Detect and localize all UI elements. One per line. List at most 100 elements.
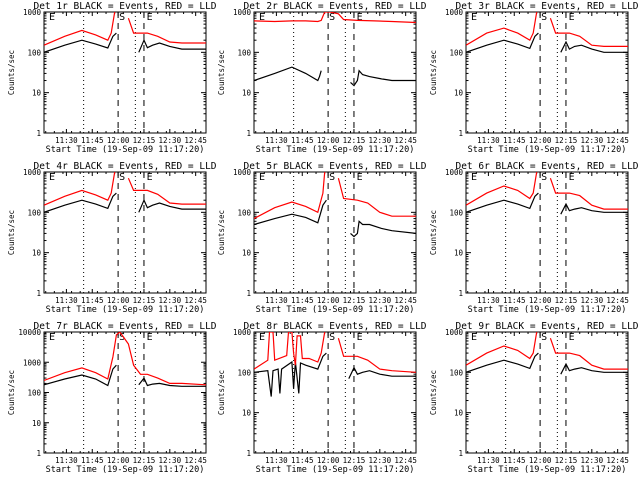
events-series-line (138, 376, 206, 387)
y-tick-label: 100 (449, 368, 463, 377)
x-tick-label: 11:30 (265, 456, 288, 465)
y-tick-label: 10 (32, 249, 42, 258)
x-axis-label: Start Time (19-Sep-09 11:17:20) (256, 145, 415, 155)
panel-title: Det 3r BLACK = Events, RED = LLD (455, 1, 638, 12)
y-axis-label: Counts/sec (429, 210, 438, 255)
y-tick-label: 1 (246, 449, 251, 458)
x-tick-label: 12:15 (133, 136, 156, 145)
x-tick-label: 11:45 (291, 456, 314, 465)
x-tick-label: 11:45 (81, 456, 104, 465)
x-axis-label: Start Time (19-Sep-09 11:17:20) (46, 305, 205, 315)
plot-frame (43, 171, 207, 294)
y-tick-label: 100 (27, 208, 41, 217)
y-axis-label: Counts/sec (7, 370, 16, 415)
x-tick-label: 11:45 (81, 296, 104, 305)
x-tick-label: 12:15 (555, 136, 578, 145)
x-tick-label: 12:45 (606, 296, 629, 305)
x-axis-label: Start Time (19-Sep-09 11:17:20) (468, 145, 627, 155)
y-tick-label: 10 (242, 89, 252, 98)
lld-series-line (337, 338, 416, 373)
y-tick-label: 1000 (233, 168, 252, 177)
x-tick-label: 11:45 (291, 296, 314, 305)
x-tick-label: 12:30 (159, 296, 182, 305)
x-tick-label: 11:30 (55, 296, 78, 305)
x-axis-label: Start Time (19-Sep-09 11:17:20) (256, 305, 415, 315)
marker-letter: E (357, 172, 363, 183)
y-tick-label: 1000 (233, 8, 252, 17)
events-series-line (138, 198, 206, 213)
x-tick-label: 12:00 (529, 136, 552, 145)
plot-frame (465, 171, 629, 294)
plot-frame (253, 331, 417, 454)
x-tick-label: 12:45 (606, 136, 629, 145)
y-axis-label: Counts/sec (7, 50, 16, 95)
x-axis-label: Start Time (19-Sep-09 11:17:20) (46, 145, 205, 155)
y-tick-label: 10000 (18, 328, 41, 337)
panel-title: Det 2r BLACK = Events, RED = LLD (243, 1, 426, 12)
y-tick-label: 1 (36, 449, 41, 458)
plot-frame (253, 11, 417, 134)
events-series-line (560, 202, 628, 215)
panel-9: Det 9r BLACK = Events, RED = LLD 1 10 100 10… (429, 321, 639, 475)
marker-letter: E (471, 12, 477, 23)
x-tick-label: 11:45 (291, 136, 314, 145)
panel-title: Det 5r BLACK = Events, RED = LLD (243, 161, 426, 172)
x-tick-label: 12:30 (159, 456, 182, 465)
marker-letter: E (147, 332, 153, 343)
y-tick-label: 10 (242, 249, 252, 258)
x-tick-label: 12:15 (555, 456, 578, 465)
x-tick-label: 12:00 (107, 136, 130, 145)
lld-series-line (127, 177, 206, 205)
x-tick-label: 11:30 (265, 136, 288, 145)
x-tick-label: 11:30 (55, 136, 78, 145)
plot-frame (465, 331, 629, 454)
x-tick-label: 12:45 (184, 456, 207, 465)
x-tick-label: 12:30 (369, 456, 392, 465)
marker-letter: S (119, 332, 125, 343)
plot-frame (43, 331, 207, 454)
x-tick-label: 11:45 (503, 296, 526, 305)
y-tick-label: 100 (449, 208, 463, 217)
y-axis-label: Counts/sec (217, 210, 226, 255)
x-axis-label: Start Time (19-Sep-09 11:17:20) (46, 465, 205, 475)
panel-title: Det 8r BLACK = Events, RED = LLD (243, 321, 426, 332)
panel-6: Det 6r BLACK = Events, RED = LLD 1 10 100 10… (429, 161, 639, 315)
y-tick-label: 10 (454, 89, 464, 98)
x-tick-label: 12:00 (107, 456, 130, 465)
y-tick-label: 10 (32, 89, 42, 98)
panel-title: Det 4r BLACK = Events, RED = LLD (33, 161, 216, 172)
y-tick-label: 1 (458, 129, 463, 138)
marker-letter: E (357, 12, 363, 23)
panel-3: Det 3r BLACK = Events, RED = LLD 1 10 100 10… (429, 1, 639, 155)
lld-series-line (549, 18, 628, 48)
x-tick-label: 12:15 (343, 136, 366, 145)
x-tick-label: 12:00 (317, 296, 340, 305)
x-tick-label: 11:30 (477, 456, 500, 465)
y-tick-label: 1000 (233, 328, 252, 337)
x-tick-label: 12:45 (184, 136, 207, 145)
marker-letter: E (259, 12, 265, 23)
lld-series-line (466, 332, 538, 366)
panel-8: Det 8r BLACK = Events, RED = LLD 1 10 100 10… (217, 321, 427, 475)
x-tick-label: 12:00 (317, 456, 340, 465)
y-tick-label: 1 (36, 129, 41, 138)
lld-series-line (466, 12, 538, 46)
panel-5: Det 5r BLACK = Events, RED = LLD 1 10 100 10… (217, 161, 427, 315)
y-tick-label: 1000 (445, 168, 464, 177)
lld-series-line (254, 12, 416, 24)
marker-letter: E (49, 332, 55, 343)
marker-letter: E (471, 172, 477, 183)
events-series-line (44, 192, 117, 213)
panel-title: Det 7r BLACK = Events, RED = LLD (33, 321, 216, 332)
lld-series-line (127, 18, 206, 44)
x-tick-label: 12:00 (529, 296, 552, 305)
marker-letter: S (119, 12, 125, 23)
y-tick-label: 100 (237, 368, 251, 377)
events-series-line (348, 366, 416, 379)
marker-letter: E (357, 332, 363, 343)
y-tick-label: 10 (454, 409, 464, 418)
marker-letter: E (569, 172, 575, 183)
marker-letter: S (329, 172, 335, 183)
x-tick-label: 11:30 (477, 296, 500, 305)
x-axis-label: Start Time (19-Sep-09 11:17:20) (256, 465, 415, 475)
